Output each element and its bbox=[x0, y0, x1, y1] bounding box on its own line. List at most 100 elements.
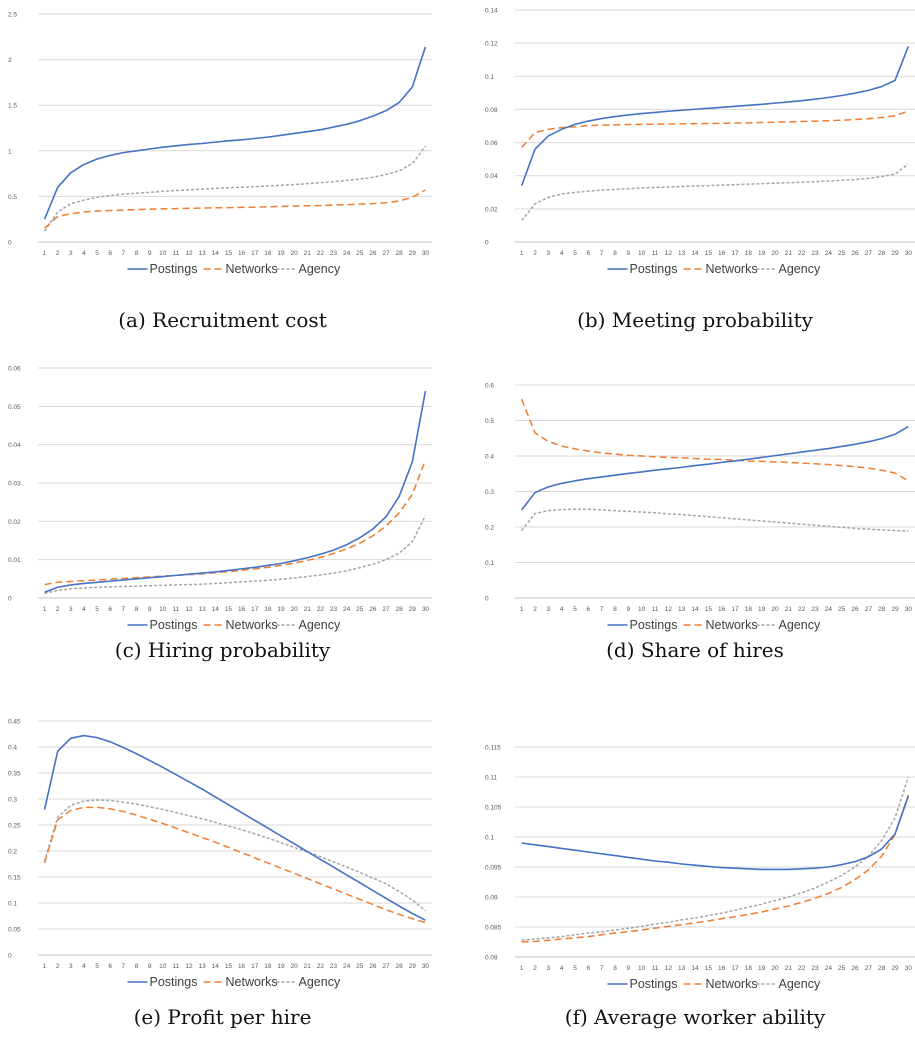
legend-label: Networks bbox=[706, 262, 758, 276]
x-tick-label: 13 bbox=[678, 606, 686, 613]
y-tick-label: 0.08 bbox=[485, 107, 498, 114]
x-tick-label: 18 bbox=[264, 250, 272, 257]
series-line-networks bbox=[44, 459, 427, 586]
chart-caption: (c) Hiring probability bbox=[114, 638, 331, 662]
x-tick-label: 28 bbox=[878, 965, 886, 972]
x-tick-label: 15 bbox=[705, 606, 713, 613]
x-tick-label: 2 bbox=[56, 250, 60, 257]
x-tick-label: 21 bbox=[785, 250, 793, 257]
y-tick-label: 0.08 bbox=[485, 955, 498, 962]
x-tick-label: 3 bbox=[69, 606, 73, 613]
series-line-networks bbox=[521, 794, 910, 943]
x-tick-label: 30 bbox=[905, 606, 913, 613]
legend-item-networks: Networks bbox=[203, 262, 278, 276]
x-tick-label: 18 bbox=[264, 606, 272, 613]
legend-label: Networks bbox=[226, 618, 278, 632]
x-tick-label: 12 bbox=[185, 250, 193, 257]
x-tick-label: 26 bbox=[851, 606, 859, 613]
legend-label: Networks bbox=[226, 975, 278, 989]
x-tick-label: 26 bbox=[851, 250, 859, 257]
y-tick-label: 0.115 bbox=[485, 745, 501, 752]
chart-caption: (f) Average worker ability bbox=[564, 1005, 826, 1029]
x-tick-label: 6 bbox=[108, 963, 112, 970]
legend-label: Agency bbox=[779, 977, 821, 991]
x-tick-label: 9 bbox=[627, 965, 631, 972]
x-tick-label: 25 bbox=[838, 965, 846, 972]
y-tick-label: 0.06 bbox=[485, 140, 498, 147]
y-tick-label: 0.45 bbox=[8, 719, 21, 726]
x-tick-label: 27 bbox=[865, 606, 873, 613]
x-tick-label: 15 bbox=[225, 963, 233, 970]
x-tick-label: 13 bbox=[199, 963, 207, 970]
y-tick-label: 0.02 bbox=[8, 519, 21, 526]
x-tick-label: 8 bbox=[613, 250, 617, 257]
x-tick-label: 5 bbox=[573, 606, 577, 613]
legend-item-postings: Postings bbox=[127, 975, 197, 989]
x-tick-label: 2 bbox=[533, 250, 537, 257]
x-tick-label: 6 bbox=[587, 965, 591, 972]
x-tick-label: 4 bbox=[560, 606, 564, 613]
series-line-postings bbox=[521, 425, 909, 511]
line-chart: 00.511.522.51 2 3 4 5 6 7 8 9 10 11 12 13 14 15 16 17 18 1… bbox=[8, 12, 432, 276]
x-tick-label: 4 bbox=[82, 250, 86, 257]
x-tick-label: 1 bbox=[43, 606, 47, 613]
x-tick-label: 7 bbox=[600, 965, 604, 972]
legend-label: Postings bbox=[150, 262, 198, 276]
x-tick-label: 17 bbox=[731, 606, 739, 613]
y-tick-label: 2 bbox=[8, 57, 12, 64]
x-tick-label: 18 bbox=[745, 965, 753, 972]
legend-label: Networks bbox=[226, 262, 278, 276]
y-tick-label: 0.105 bbox=[485, 805, 502, 812]
x-tick-label: 27 bbox=[382, 250, 390, 257]
x-tick-label: 10 bbox=[159, 963, 167, 970]
y-tick-label: 0.4 bbox=[8, 745, 17, 752]
y-tick-label: 0.3 bbox=[8, 797, 17, 804]
x-tick-label: 25 bbox=[838, 250, 846, 257]
x-tick-label: 23 bbox=[330, 250, 338, 257]
x-tick-label: 11 bbox=[173, 606, 180, 613]
y-tick-label: 0 bbox=[485, 240, 489, 247]
x-tick-label: 13 bbox=[199, 250, 207, 257]
x-tick-label: 29 bbox=[891, 606, 899, 613]
x-tick-label: 9 bbox=[627, 606, 631, 613]
legend-item-postings: Postings bbox=[127, 262, 198, 276]
x-tick-label: 12 bbox=[185, 963, 193, 970]
x-tick-label: 5 bbox=[95, 250, 99, 257]
y-tick-label: 0.5 bbox=[8, 194, 17, 201]
legend-item-networks: Networks bbox=[683, 262, 758, 276]
x-tick-label: 17 bbox=[251, 250, 259, 257]
legend-label: Agency bbox=[779, 618, 821, 632]
legend-item-agency: Agency bbox=[756, 262, 821, 276]
y-tick-label: 0.2 bbox=[485, 525, 494, 532]
x-tick-label: 3 bbox=[547, 965, 551, 972]
x-tick-label: 14 bbox=[212, 963, 220, 970]
x-tick-label: 17 bbox=[731, 250, 739, 257]
series-line-agency bbox=[521, 163, 909, 221]
y-tick-label: 0.3 bbox=[485, 489, 494, 496]
y-tick-label: 0.04 bbox=[485, 173, 498, 180]
x-tick-label: 22 bbox=[798, 965, 806, 972]
chart-caption: (d) Share of hires bbox=[606, 638, 784, 662]
x-tick-label: 22 bbox=[798, 250, 806, 257]
x-tick-label: 18 bbox=[264, 963, 272, 970]
y-tick-label: 0.02 bbox=[485, 206, 498, 213]
legend-item-postings: Postings bbox=[127, 618, 197, 632]
y-tick-label: 0.25 bbox=[8, 823, 21, 830]
x-tick-label: 8 bbox=[613, 965, 617, 972]
x-tick-label: 30 bbox=[905, 965, 913, 972]
x-tick-label: 2 bbox=[533, 606, 537, 613]
x-tick-label: 24 bbox=[343, 606, 351, 613]
x-tick-label: 5 bbox=[573, 965, 577, 972]
x-tick-label: 30 bbox=[422, 606, 430, 613]
chart-panel-1: 0 0.5 1 1.5 2 2.5 1 2 3 4 5 6 7 8 9 10 11 12 13 14 15 16 17 18 1… bbox=[0, 0, 445, 290]
x-tick-label: 6 bbox=[108, 606, 112, 613]
x-tick-label: 17 bbox=[731, 965, 739, 972]
legend-item-networks: Networks bbox=[203, 975, 278, 989]
y-tick-label: 0.01 bbox=[8, 557, 21, 564]
x-tick-label: 20 bbox=[771, 606, 779, 613]
x-tick-label: 27 bbox=[865, 965, 873, 972]
legend-item-postings: Postings bbox=[607, 618, 677, 632]
x-tick-label: 11 bbox=[173, 963, 180, 970]
legend-item-networks: Networks bbox=[203, 618, 278, 632]
